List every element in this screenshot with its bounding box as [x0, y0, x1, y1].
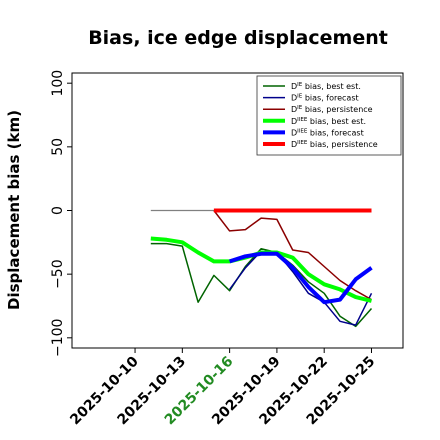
x-axis-ticks: 2025-10-102025-10-132025-10-162025-10-19…: [67, 348, 378, 428]
series-line-2: [228, 250, 373, 326]
y-axis-ticks: 100 50 0 −50 −100: [50, 70, 72, 357]
y-tick-label: 50: [50, 138, 66, 156]
chart-title: Bias, ice edge displacement: [88, 27, 388, 49]
y-tick-label: −100: [50, 319, 66, 357]
y-axis-label: Displacement bias (km): [5, 110, 23, 310]
series-line-5: [228, 251, 373, 305]
y-tick-label: 0: [50, 206, 66, 215]
legend-entry: DIE bias, forecast: [291, 94, 359, 103]
legend-entry: DIIEE bias, persistence: [291, 140, 378, 149]
legend: DIE bias, best est. DIE bias, forecast DIE…: [256, 75, 402, 156]
legend-entry: DIE bias, best est.: [291, 82, 361, 91]
legend-box: [256, 75, 402, 156]
y-tick-label: −50: [50, 259, 66, 289]
series-line-3: [213, 210, 372, 301]
series-line-1: [150, 242, 373, 328]
legend-entry: DIIEE bias, forecast: [291, 128, 364, 137]
legend-entry: DIIEE bias, best est.: [291, 117, 366, 126]
y-tick-label: 100: [50, 70, 66, 97]
legend-entry: DIE bias, persistence: [291, 105, 373, 114]
